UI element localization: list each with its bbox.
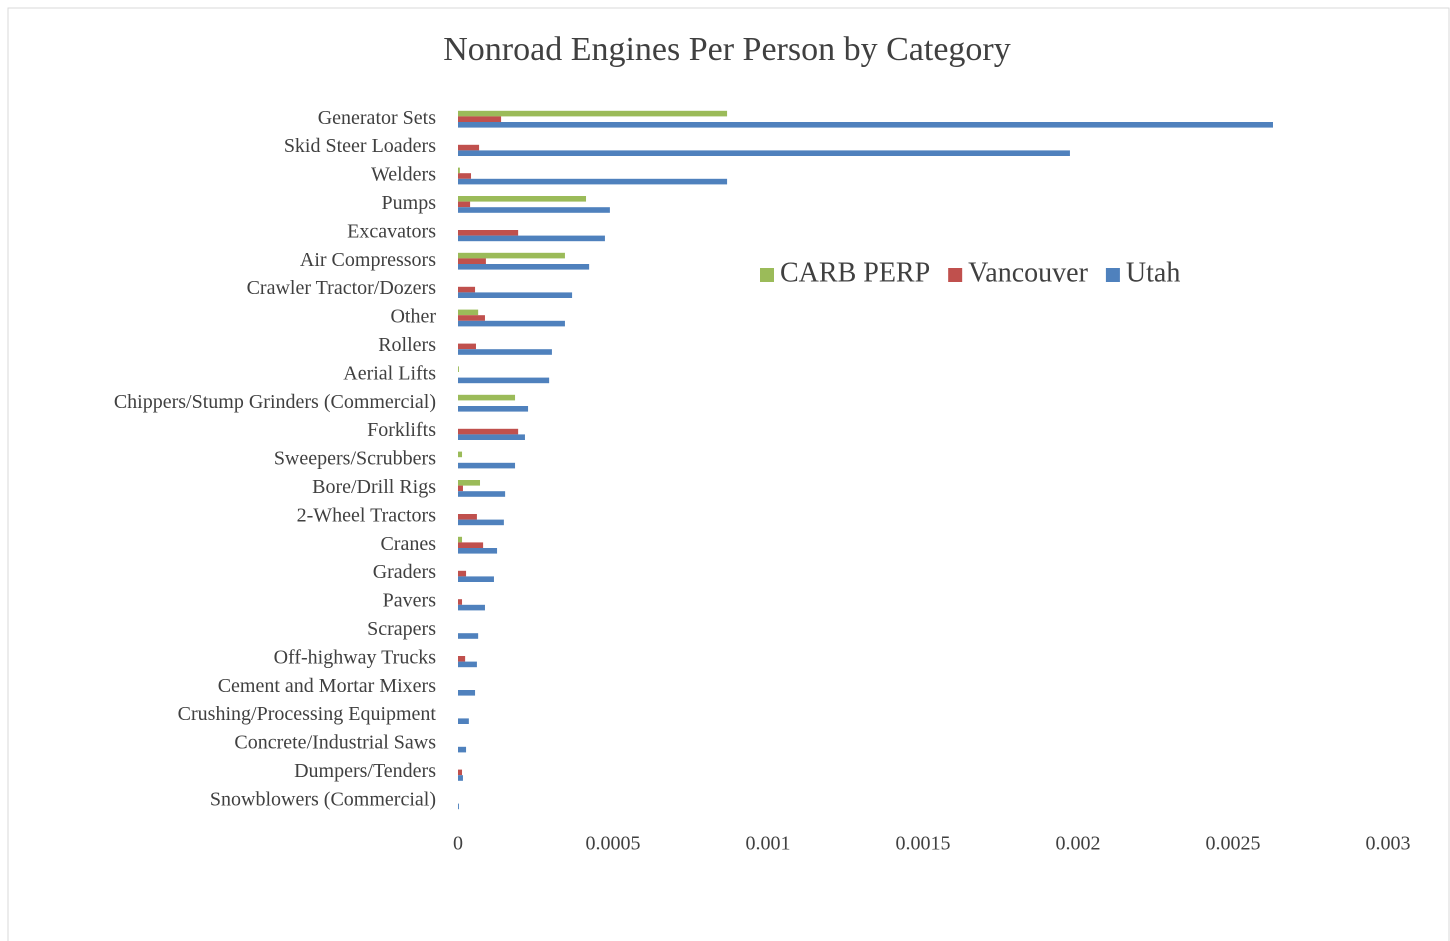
- bar: [458, 196, 587, 202]
- bar: [458, 491, 506, 497]
- bar: [458, 320, 565, 327]
- bar: [458, 661, 477, 668]
- bar: [458, 570, 467, 577]
- bar: [458, 536, 463, 543]
- bar: [458, 576, 494, 582]
- bar: [458, 599, 463, 605]
- y-tick-label: Pavers: [383, 590, 437, 612]
- bar: [458, 803, 459, 810]
- bar: [458, 110, 728, 117]
- bar: [458, 377, 550, 384]
- bar: [458, 769, 463, 776]
- x-tick-label: 0: [453, 833, 463, 855]
- bar: [458, 286, 476, 293]
- x-tick-label: 0.003: [1366, 833, 1411, 855]
- y-tick-label: Crawler Tractor/Dozers: [247, 277, 437, 299]
- bar: [458, 258, 486, 264]
- y-tick-label: Cranes: [380, 533, 436, 555]
- bar: [458, 485, 463, 492]
- bar: [458, 252, 565, 259]
- bar: [458, 201, 471, 208]
- bar: [458, 315, 485, 321]
- bar: [458, 775, 463, 781]
- bar: [458, 394, 516, 401]
- bar: [458, 746, 467, 753]
- y-tick-label: Forklifts: [367, 419, 436, 441]
- bar: [458, 462, 516, 469]
- y-tick-label: Graders: [373, 561, 437, 583]
- bar: [458, 480, 481, 486]
- y-tick-label: Sweepers/Scrubbers: [274, 448, 436, 470]
- bar: [458, 434, 525, 440]
- y-tick-label: Snowblowers (Commercial): [210, 788, 436, 810]
- x-tick-label: 0.002: [1056, 833, 1101, 855]
- bar: [458, 309, 479, 316]
- legend-swatch: [760, 268, 774, 282]
- bar: [458, 292, 573, 298]
- y-tick-label: Crushing/Processing Equipment: [178, 703, 437, 725]
- bar: [458, 633, 479, 639]
- bar: [458, 428, 519, 435]
- bar: [458, 150, 1070, 156]
- y-tick-label: Dumpers/Tenders: [294, 760, 436, 782]
- y-tick-label: Excavators: [347, 220, 436, 242]
- bar: [458, 167, 460, 174]
- legend-label: Vancouver: [968, 257, 1088, 288]
- bar: [458, 690, 476, 696]
- y-tick-label: 2-Wheel Tractors: [297, 504, 437, 526]
- bar: [458, 366, 459, 372]
- chart-title: Nonroad Engines Per Person by Category: [443, 31, 1011, 68]
- y-tick-label: Cement and Mortar Mixers: [218, 675, 436, 697]
- bar: [458, 235, 605, 242]
- bar: [458, 406, 529, 412]
- y-tick-label: Pumps: [382, 192, 437, 214]
- y-tick-label: Aerial Lifts: [343, 362, 436, 384]
- bar: [458, 230, 519, 236]
- bar: [458, 343, 476, 350]
- bar: [458, 122, 1273, 128]
- bar: [458, 548, 498, 554]
- bar: [458, 656, 466, 662]
- bar: [458, 349, 552, 355]
- y-tick-label: Rollers: [378, 334, 436, 356]
- legend-swatch: [1105, 268, 1120, 282]
- y-tick-label: Scrapers: [367, 618, 436, 640]
- bar: [458, 542, 484, 548]
- bar: [458, 519, 504, 526]
- legend-label: CARB PERP: [780, 257, 930, 288]
- chart-frame: [7, 7, 1450, 941]
- y-tick-label: Welders: [371, 164, 436, 186]
- bar: [458, 178, 728, 185]
- x-tick-label: 0.001: [746, 833, 791, 855]
- bar: [458, 264, 590, 270]
- x-tick-label: 0.0025: [1206, 833, 1261, 855]
- bar: [458, 207, 610, 213]
- bar: [458, 144, 480, 151]
- y-tick-label: Other: [390, 306, 436, 328]
- y-tick-label: Off-highway Trucks: [274, 646, 437, 668]
- y-tick-label: Chippers/Stump Grinders (Commercial): [114, 391, 436, 413]
- x-tick-label: 0.0005: [586, 833, 641, 855]
- y-tick-label: Generator Sets: [318, 107, 437, 129]
- y-tick-label: Bore/Drill Rigs: [312, 476, 436, 498]
- legend-swatch: [948, 268, 963, 282]
- x-tick-label: 0.0015: [896, 833, 951, 855]
- y-tick-label: Air Compressors: [300, 249, 436, 271]
- bar: [458, 718, 469, 724]
- bar: [458, 173, 472, 179]
- bar: [458, 514, 477, 520]
- y-tick-label: Skid Steer Loaders: [284, 135, 436, 157]
- bar: [458, 604, 485, 611]
- legend-label: Utah: [1126, 257, 1180, 288]
- bar: [458, 116, 502, 122]
- y-tick-label: Concrete/Industrial Saws: [234, 732, 436, 754]
- bar: [458, 451, 463, 458]
